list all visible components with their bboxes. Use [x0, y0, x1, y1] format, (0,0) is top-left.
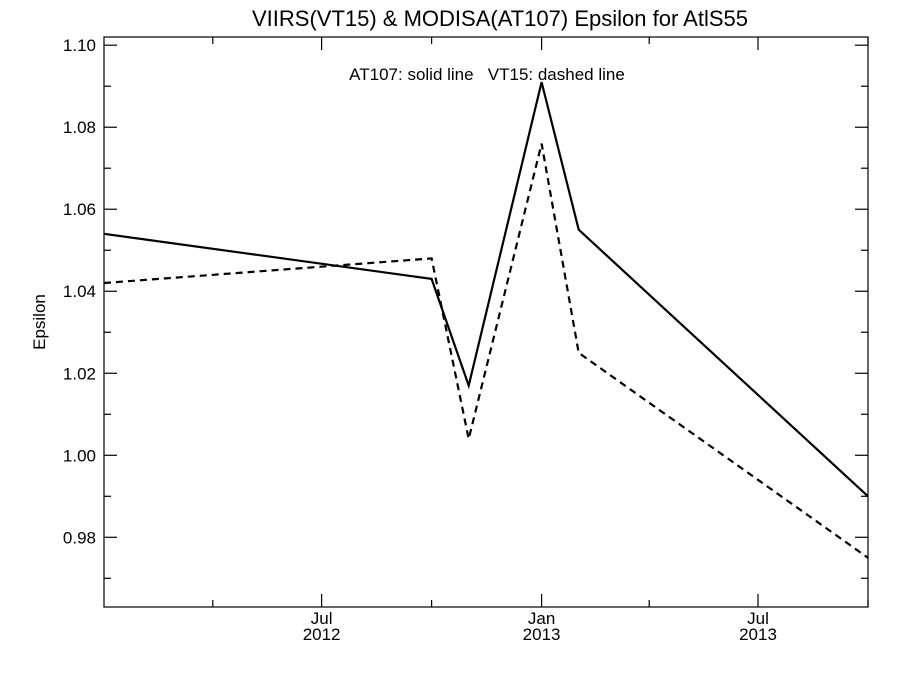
y-tick-label: 1.06 — [63, 200, 96, 219]
series-lines — [103, 81, 869, 559]
y-axis-title: Epsilon — [30, 294, 49, 350]
y-tick-label: 0.98 — [63, 528, 96, 547]
x-tick-year-label: 2012 — [303, 625, 341, 644]
series-line-vt15 — [103, 143, 869, 559]
line-style-annotation: AT107: solid line VT15: dashed line — [349, 65, 625, 84]
y-tick-label: 1.04 — [63, 282, 96, 301]
x-tick-month-label: Jul — [311, 609, 333, 628]
x-tick-month-label: Jan — [528, 609, 555, 628]
y-tick-label: 1.08 — [63, 118, 96, 137]
x-tick-year-label: 2013 — [739, 625, 777, 644]
series-line-at107 — [103, 81, 869, 498]
y-tick-label: 1.02 — [63, 364, 96, 383]
y-tick-label: 1.00 — [63, 446, 96, 465]
y-tick-label: 1.10 — [63, 36, 96, 55]
axis-ticks: 0.981.001.021.041.061.081.10Jul2012Jan20… — [63, 36, 869, 644]
chart-title: VIIRS(VT15) & MODISA(AT107) Epsilon for … — [252, 6, 748, 31]
plot-frame — [103, 36, 869, 608]
x-tick-month-label: Jul — [747, 609, 769, 628]
x-tick-year-label: 2013 — [523, 625, 561, 644]
